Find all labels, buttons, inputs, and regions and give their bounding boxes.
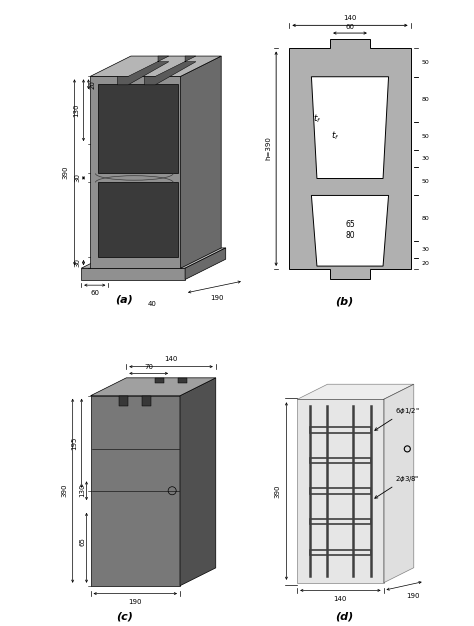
- Text: 65: 65: [80, 537, 85, 546]
- Text: 190: 190: [210, 295, 223, 301]
- Polygon shape: [180, 378, 216, 586]
- Polygon shape: [91, 378, 216, 396]
- Text: 65: 65: [345, 220, 355, 230]
- Text: h=390: h=390: [265, 136, 272, 160]
- Text: $t_f$: $t_f$: [331, 130, 340, 142]
- Polygon shape: [81, 248, 226, 268]
- Text: 140: 140: [164, 356, 178, 362]
- Text: 130: 130: [80, 484, 85, 498]
- Polygon shape: [297, 384, 414, 399]
- Text: (c): (c): [116, 612, 133, 621]
- Text: 30: 30: [422, 156, 429, 162]
- Text: 140: 140: [343, 15, 356, 21]
- Text: 390: 390: [274, 485, 280, 498]
- Text: 20: 20: [422, 261, 429, 266]
- Text: 30: 30: [422, 247, 429, 252]
- Polygon shape: [90, 76, 181, 268]
- Text: 140: 140: [334, 596, 347, 602]
- Polygon shape: [383, 384, 414, 583]
- Polygon shape: [142, 396, 151, 406]
- Text: (a): (a): [115, 294, 133, 304]
- Text: (d): (d): [336, 612, 354, 622]
- Polygon shape: [289, 39, 410, 279]
- Polygon shape: [145, 56, 196, 85]
- Text: 195: 195: [72, 436, 78, 450]
- Polygon shape: [98, 85, 178, 173]
- Polygon shape: [178, 378, 187, 382]
- Polygon shape: [311, 77, 389, 178]
- Text: 60: 60: [91, 290, 99, 295]
- Text: 30: 30: [74, 173, 80, 182]
- Polygon shape: [119, 396, 128, 406]
- Text: 70: 70: [144, 364, 153, 370]
- Polygon shape: [81, 268, 185, 280]
- Polygon shape: [185, 248, 226, 280]
- Polygon shape: [155, 378, 164, 382]
- Text: 190: 190: [406, 593, 419, 598]
- Text: 60: 60: [346, 24, 355, 29]
- Text: (b): (b): [335, 296, 354, 306]
- Text: 50: 50: [422, 60, 429, 65]
- Text: 130: 130: [73, 103, 80, 117]
- Text: 6$\phi$1/2": 6$\phi$1/2": [395, 406, 420, 416]
- Polygon shape: [311, 195, 389, 266]
- Text: 390: 390: [61, 484, 67, 498]
- Text: 80: 80: [345, 232, 355, 240]
- Text: 50: 50: [422, 179, 429, 184]
- Polygon shape: [91, 396, 180, 586]
- Text: 50: 50: [422, 133, 429, 138]
- Text: 20: 20: [90, 80, 96, 89]
- Text: 40: 40: [147, 301, 156, 307]
- Text: 390: 390: [63, 165, 69, 179]
- Polygon shape: [98, 182, 178, 257]
- Text: 190: 190: [128, 599, 142, 605]
- Text: 80: 80: [422, 97, 429, 102]
- Polygon shape: [297, 399, 383, 583]
- Text: $t_f$: $t_f$: [312, 112, 321, 125]
- Polygon shape: [90, 56, 221, 76]
- Polygon shape: [118, 56, 169, 85]
- Text: 30: 30: [74, 258, 80, 267]
- Text: 2$\phi$3/8": 2$\phi$3/8": [395, 474, 420, 484]
- Text: 80: 80: [422, 215, 429, 220]
- Polygon shape: [181, 56, 221, 268]
